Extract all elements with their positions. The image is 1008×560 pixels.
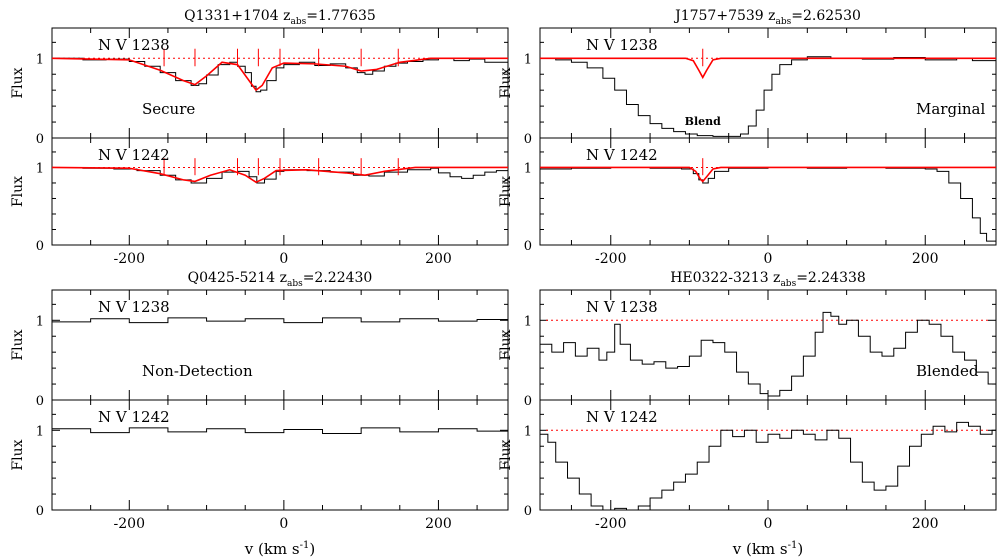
y-tick-label: 0 (36, 132, 44, 147)
x-tick-label: 0 (764, 516, 773, 532)
panel-1238: 0 1 Flux N V 1238 Blend (498, 27, 997, 147)
status-label: Marginal (916, 100, 985, 118)
panel-1242: 0 1 Flux N V 1242 (10, 137, 509, 254)
panel-frame (51, 137, 509, 246)
x-tick-label: 200 (425, 516, 452, 532)
x-tick-label: 0 (279, 516, 288, 532)
x-axis-label: v (km s-1) (244, 540, 315, 558)
x-tick-label: -200 (114, 516, 145, 532)
chart-title: HE0322-3213 zabs=2.24338 (670, 270, 866, 289)
x-tick-label: 200 (912, 251, 939, 267)
y-tick-label: 1 (524, 424, 532, 439)
y-tick-label: 0 (524, 239, 532, 254)
panel-frame (51, 399, 509, 511)
y-tick-label: 1 (36, 314, 44, 329)
panel-1242: 0 1 Flux N V 1242 (498, 399, 997, 519)
flux-data (540, 56, 997, 137)
y-tick-label: 1 (524, 314, 532, 329)
x-tick-label: 0 (279, 251, 288, 267)
x-tick-label: 200 (912, 516, 939, 532)
flux-data (540, 421, 997, 511)
x-tick-label: 200 (425, 251, 452, 267)
line-label: N V 1242 (586, 408, 658, 426)
panel-1238: 0 1 Flux N V 1238 (498, 289, 997, 409)
x-axis-label: v (km s-1) (732, 540, 803, 558)
y-axis-label: Flux (10, 439, 26, 470)
y-axis-label: Flux (498, 176, 514, 207)
line-label: N V 1242 (586, 146, 658, 164)
line-label: N V 1238 (98, 36, 170, 54)
flux-data (540, 166, 997, 244)
x-tick-label: 0 (764, 251, 773, 267)
y-axis-label: Flux (10, 67, 26, 98)
status-label: Secure (142, 100, 195, 118)
chart-1: J1757+7539 zabs=2.62530 0 1 Flux N V 1238 Ble… (498, 8, 997, 267)
y-axis-label: Flux (10, 329, 26, 360)
chart-title: J1757+7539 zabs=2.62530 (673, 8, 861, 27)
status-label: Non-Detection (142, 362, 253, 380)
y-tick-label: 1 (524, 52, 532, 67)
x-tick-label: -200 (595, 251, 626, 267)
chart-3: HE0322-3213 zabs=2.24338 0 1 Flux N V 1238 0 1… (498, 270, 997, 558)
y-axis-label: Flux (498, 329, 514, 360)
y-axis-label: Flux (10, 176, 26, 207)
flux-data (52, 317, 509, 324)
line-label: N V 1238 (586, 36, 658, 54)
y-axis-label: Flux (498, 439, 514, 470)
y-axis-label: Flux (498, 67, 514, 98)
y-tick-label: 0 (36, 504, 44, 519)
y-tick-label: 1 (524, 161, 532, 176)
line-label: N V 1238 (98, 298, 170, 316)
y-tick-label: 0 (524, 394, 532, 409)
model-fit (51, 57, 508, 92)
model-fit (540, 166, 996, 183)
chart-title: Q1331+1704 zabs=1.77635 (184, 8, 376, 27)
line-label: N V 1238 (586, 298, 658, 316)
y-tick-label: 1 (36, 52, 44, 67)
y-tick-label: 0 (36, 239, 44, 254)
y-tick-label: 0 (36, 394, 44, 409)
status-label: Blended (916, 362, 979, 380)
y-tick-label: 1 (36, 424, 44, 439)
y-tick-label: 0 (524, 132, 532, 147)
model-fit (540, 57, 996, 80)
panel-1242: 0 1 Flux N V 1242 (498, 137, 997, 254)
y-tick-label: 1 (36, 161, 44, 176)
chart-title: Q0425-5214 zabs=2.22430 (188, 270, 373, 289)
y-tick-label: 0 (524, 504, 532, 519)
x-tick-label: -200 (595, 516, 626, 532)
line-label: N V 1242 (98, 146, 170, 164)
x-tick-label: -200 (114, 251, 145, 267)
flux-data (52, 427, 509, 434)
line-label: N V 1242 (98, 408, 170, 426)
model-fit (51, 166, 508, 184)
panel-1242: 0 1 Flux N V 1242 (10, 399, 509, 519)
blend-label: Blend (685, 115, 721, 128)
panel-1238: 0 1 Flux N V 1238 (10, 289, 509, 409)
panel-1238: 0 1 Flux N V 1238 (10, 27, 509, 147)
flux-data (540, 311, 997, 397)
